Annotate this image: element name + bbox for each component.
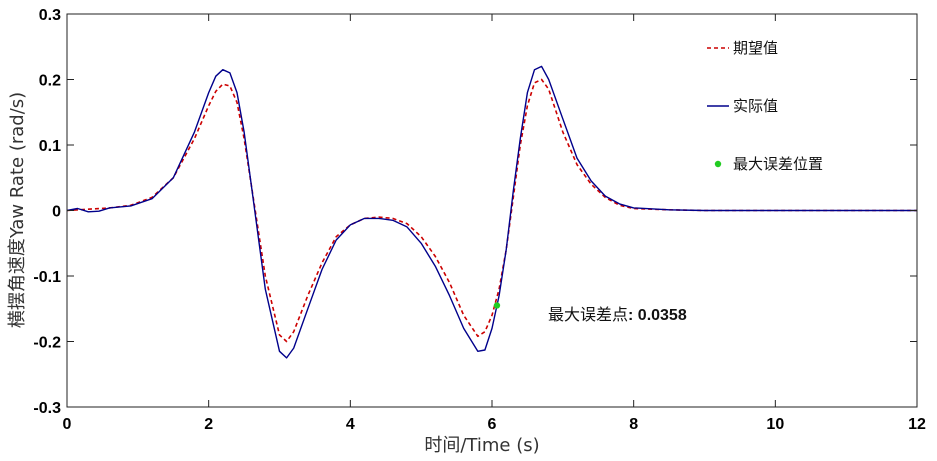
max-error-marker	[493, 302, 501, 309]
x-tick-label: 8	[629, 416, 638, 433]
x-tick-label: 4	[346, 416, 355, 433]
legend-label-desired: 期望值	[733, 39, 778, 57]
x-axis-label: 时间/Time (s)	[424, 435, 539, 456]
legend-label-marker: 最大误差位置	[733, 155, 823, 173]
y-tick-label: -0.3	[33, 400, 61, 417]
max-error-label: 最大误差点	[548, 305, 628, 324]
series-line-desired	[66, 78, 917, 343]
legend: 期望值 实际值 最大误差位置	[707, 39, 823, 173]
y-tick-label: -0.1	[33, 269, 61, 286]
y-tick-label: 0.3	[39, 7, 61, 24]
x-tick-label: 2	[204, 416, 213, 433]
series-line-actual	[66, 65, 917, 359]
x-tick-label: 0	[63, 416, 72, 433]
max-error-annotation: 最大误差点: 0.0358	[548, 305, 687, 324]
y-tick-label: 0.2	[39, 73, 61, 90]
legend-label-actual: 实际值	[733, 97, 778, 115]
y-tick-label: -0.2	[33, 335, 61, 352]
y-tick-label: 0.1	[39, 138, 61, 155]
y-axis-label: 横摆角速度Yaw Rate (rad/s)	[7, 92, 28, 328]
x-tick-label: 10	[766, 416, 784, 433]
x-tick-labels: 0 2 4 6 8 10 12	[63, 416, 926, 433]
legend-swatch-marker	[714, 160, 722, 168]
x-tick-label: 12	[908, 416, 926, 433]
y-tick-label: 0	[52, 204, 61, 221]
y-tick-labels: 0.3 0.2 0.1 0 -0.1 -0.2 -0.3	[33, 7, 61, 417]
x-tick-label: 6	[488, 416, 497, 433]
max-error-value: : 0.0358	[628, 307, 687, 324]
series-group	[66, 65, 917, 359]
axis-ticks	[66, 13, 918, 408]
